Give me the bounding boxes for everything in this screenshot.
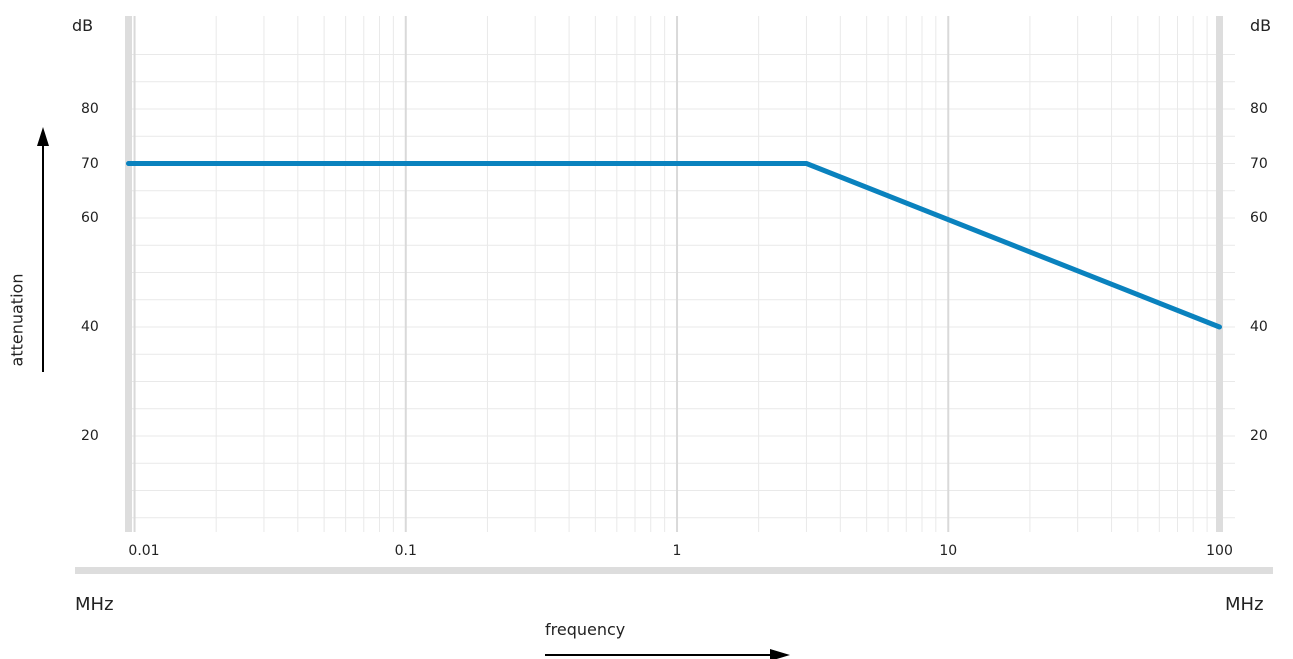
y-unit-right: dB [1250, 16, 1272, 35]
x-tick-label: 1 [672, 543, 682, 559]
y-tick-label-left: 60 [81, 210, 99, 226]
right-axis-band [1216, 16, 1223, 532]
y-tick-label-left: 80 [81, 101, 99, 117]
series-line-0 [126, 161, 1222, 330]
left-axis-band [125, 16, 132, 532]
x-tick-label: 0.1 [394, 543, 417, 559]
x-unit-right: MHz [1225, 594, 1264, 615]
x-tick-label: 10 [939, 543, 958, 559]
y-tick-label-right: 40 [1250, 319, 1268, 335]
x-axis-band [75, 567, 1273, 574]
x-axis-arrow [545, 649, 790, 659]
y-tick-label-right: 60 [1250, 210, 1268, 226]
y-tick-label-left: 70 [81, 155, 99, 172]
x-axis-title: frequency [545, 620, 626, 639]
y-tick-label-left: 20 [81, 428, 99, 444]
y-tick-label-left: 40 [81, 319, 99, 335]
x-tick-label: 100 [1206, 543, 1233, 559]
grid [128, 16, 1235, 532]
y-unit-left: dB [72, 16, 94, 35]
y-tick-label-right: 20 [1250, 428, 1268, 444]
y-axis-arrow [37, 127, 49, 372]
y-tick-label-right: 80 [1250, 101, 1268, 117]
y-tick-label-right: 70 [1250, 155, 1268, 172]
series-layer [126, 161, 1222, 330]
x-unit-left: MHz [75, 594, 114, 615]
x-tick-label: 0.01 [128, 543, 160, 559]
y-axis-title: attenuation [7, 273, 27, 367]
